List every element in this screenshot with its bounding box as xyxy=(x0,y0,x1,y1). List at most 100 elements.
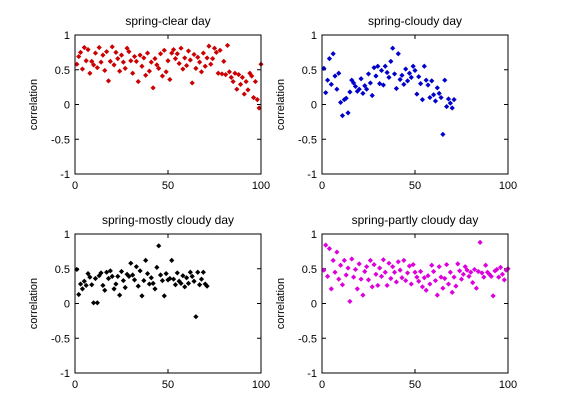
data-point xyxy=(378,273,385,279)
data-point xyxy=(499,271,506,277)
data-point xyxy=(377,81,383,87)
x-tick-label: 100 xyxy=(499,379,517,391)
data-point xyxy=(118,52,125,58)
data-point xyxy=(436,90,442,96)
data-point xyxy=(479,270,485,276)
data-point xyxy=(449,289,455,295)
y-tick-label: 1 xyxy=(64,30,70,42)
data-point xyxy=(130,272,136,278)
x-tick-label: 100 xyxy=(252,379,270,391)
data-point xyxy=(332,269,338,275)
data-point xyxy=(351,274,357,280)
data-point xyxy=(364,86,370,92)
data-point xyxy=(241,91,247,97)
data-point xyxy=(79,66,86,72)
data-point xyxy=(117,292,123,298)
data-point xyxy=(211,45,218,51)
data-point xyxy=(206,43,212,49)
data-point xyxy=(403,277,409,284)
data-point xyxy=(358,76,364,82)
data-point xyxy=(165,58,171,64)
data-point xyxy=(466,273,472,279)
data-point xyxy=(234,86,240,92)
data-point xyxy=(174,270,180,276)
data-point xyxy=(135,78,141,85)
data-point xyxy=(174,51,180,57)
data-point xyxy=(488,273,494,279)
data-point xyxy=(360,292,366,298)
data-point xyxy=(399,72,405,78)
y-tick-label: -0.5 xyxy=(51,134,70,146)
data-point xyxy=(107,58,113,65)
data-point xyxy=(148,275,154,281)
data-point xyxy=(204,283,210,289)
data-point xyxy=(395,259,401,265)
data-point xyxy=(419,97,426,103)
y-axis-label: correlation xyxy=(275,79,287,130)
data-point xyxy=(423,77,429,83)
data-point xyxy=(169,257,175,264)
y-tick-label: 0.5 xyxy=(302,65,317,77)
data-point xyxy=(133,58,139,65)
data-point xyxy=(224,42,231,49)
data-point xyxy=(161,47,167,53)
data-point xyxy=(490,293,496,299)
data-point xyxy=(475,268,481,275)
data-point xyxy=(81,44,87,51)
data-point xyxy=(92,50,99,56)
y-axis-label: correlation xyxy=(275,278,287,329)
data-point xyxy=(462,264,468,270)
data-point xyxy=(208,61,214,67)
data-point xyxy=(380,257,386,263)
data-point xyxy=(163,271,169,277)
data-point xyxy=(254,97,260,103)
data-point xyxy=(429,262,435,268)
data-point xyxy=(397,76,403,83)
y-tick-label: 0 xyxy=(311,299,317,311)
data-point xyxy=(447,269,453,275)
data-point xyxy=(393,85,399,92)
data-points xyxy=(321,239,511,305)
data-point xyxy=(217,47,223,53)
data-point xyxy=(113,49,119,55)
data-point xyxy=(77,281,84,287)
data-point xyxy=(156,243,162,249)
data-point xyxy=(131,277,138,283)
data-point xyxy=(324,273,331,279)
data-point xyxy=(74,61,80,67)
data-point xyxy=(501,277,507,283)
data-point xyxy=(349,256,355,262)
data-point xyxy=(223,72,229,78)
data-point xyxy=(343,272,349,278)
data-point xyxy=(130,70,136,76)
data-point xyxy=(139,63,145,69)
data-point xyxy=(483,262,489,268)
data-point xyxy=(152,56,158,62)
data-point xyxy=(332,73,338,79)
data-point xyxy=(384,69,390,76)
data-point xyxy=(497,264,504,270)
data-point xyxy=(473,285,479,291)
subplot-spring-clear-day: spring-clear day correlation 0 50 100 1 0.5 0… xyxy=(28,14,270,192)
data-point xyxy=(343,95,349,101)
data-point xyxy=(152,286,158,292)
data-point xyxy=(76,291,82,298)
data-point xyxy=(185,280,192,286)
data-point xyxy=(419,284,426,290)
data-point xyxy=(351,80,357,86)
data-point xyxy=(252,78,259,85)
data-point xyxy=(458,276,465,282)
data-point xyxy=(105,275,112,282)
data-point xyxy=(115,273,121,279)
data-point xyxy=(416,74,422,80)
data-point xyxy=(408,74,414,80)
y-tick-label: 1 xyxy=(311,30,317,42)
data-point xyxy=(107,268,113,274)
data-point xyxy=(187,57,193,63)
data-point xyxy=(468,269,474,275)
data-point xyxy=(87,274,93,280)
data-point xyxy=(451,274,457,280)
data-point xyxy=(427,94,433,101)
data-point xyxy=(141,277,147,284)
